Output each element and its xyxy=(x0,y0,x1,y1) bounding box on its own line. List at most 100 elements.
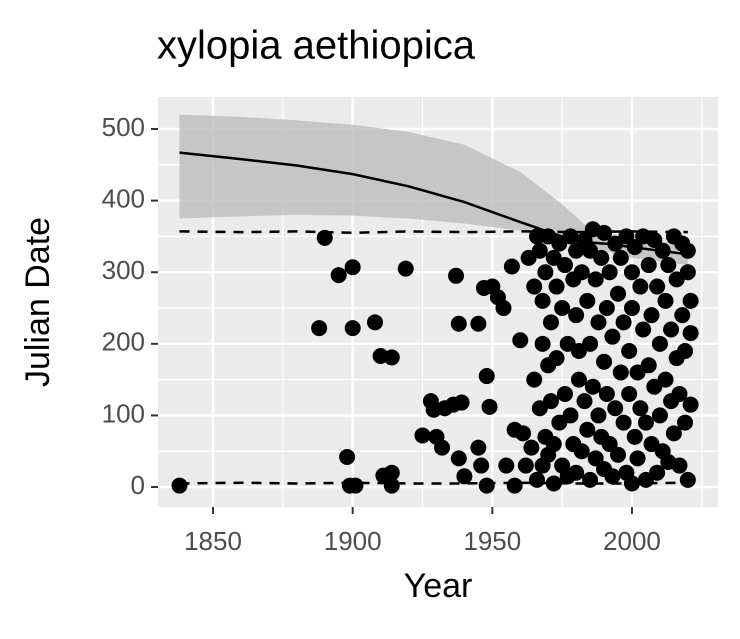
data-point xyxy=(473,457,490,474)
data-point xyxy=(517,457,534,474)
data-point xyxy=(554,300,571,317)
y-tick-label: 0 xyxy=(131,470,145,500)
data-point xyxy=(596,353,613,370)
data-point xyxy=(506,477,523,494)
data-point xyxy=(632,400,649,417)
data-point xyxy=(526,371,543,388)
data-point xyxy=(570,371,587,388)
y-tick-label: 500 xyxy=(102,112,145,142)
data-point xyxy=(456,468,473,485)
data-point xyxy=(397,260,414,277)
data-point xyxy=(601,264,618,281)
data-point xyxy=(615,414,632,431)
data-point xyxy=(637,414,654,431)
data-point xyxy=(610,285,627,302)
y-tick-label: 300 xyxy=(102,255,145,285)
data-point xyxy=(643,307,660,324)
data-point xyxy=(556,385,573,402)
data-point xyxy=(414,427,431,444)
data-point xyxy=(584,378,601,395)
data-point xyxy=(621,385,638,402)
data-point xyxy=(495,300,512,317)
data-point xyxy=(448,267,465,284)
data-point xyxy=(579,292,596,309)
data-point xyxy=(651,335,668,352)
data-point xyxy=(576,393,593,410)
quantile-line xyxy=(179,481,688,485)
data-point xyxy=(618,228,635,245)
data-point xyxy=(607,400,624,417)
data-point xyxy=(330,267,347,284)
data-point xyxy=(679,471,696,488)
data-point xyxy=(548,278,565,295)
data-point xyxy=(671,385,688,402)
data-point xyxy=(679,242,696,259)
data-point xyxy=(582,335,599,352)
y-tick-label: 400 xyxy=(102,183,145,213)
data-point xyxy=(649,278,666,295)
data-point xyxy=(640,357,657,374)
data-point xyxy=(579,421,596,438)
data-point xyxy=(587,271,604,288)
data-point xyxy=(503,258,520,275)
data-point xyxy=(612,249,629,266)
data-point xyxy=(568,307,585,324)
data-point xyxy=(450,450,467,467)
x-tick-label: 1900 xyxy=(324,526,382,556)
data-point xyxy=(367,314,384,331)
data-point xyxy=(562,407,579,424)
data-point xyxy=(582,471,599,488)
data-point xyxy=(651,407,668,424)
data-point xyxy=(347,477,364,494)
data-point xyxy=(596,224,613,241)
data-point xyxy=(545,475,562,492)
data-point xyxy=(660,257,677,274)
data-point xyxy=(383,349,400,366)
data-point xyxy=(344,320,361,337)
y-axis-title: Julian Date xyxy=(19,217,57,387)
data-point xyxy=(344,259,361,276)
data-point xyxy=(573,443,590,460)
data-point xyxy=(601,436,618,453)
data-point xyxy=(529,471,546,488)
data-point xyxy=(649,464,666,481)
data-point xyxy=(542,393,559,410)
data-point xyxy=(537,264,554,281)
data-point xyxy=(604,328,621,345)
data-point xyxy=(548,350,565,367)
data-point xyxy=(615,314,632,331)
data-point xyxy=(311,320,328,337)
data-point xyxy=(470,439,487,456)
data-point xyxy=(383,464,400,481)
x-tick-label: 1950 xyxy=(463,526,521,556)
data-point xyxy=(512,332,529,349)
data-point xyxy=(478,368,495,385)
data-point xyxy=(674,307,691,324)
data-point xyxy=(316,229,333,246)
data-point xyxy=(568,242,585,259)
data-point xyxy=(629,450,646,467)
data-point xyxy=(573,264,590,281)
x-tick-label: 1850 xyxy=(184,526,242,556)
data-point xyxy=(534,335,551,352)
data-point xyxy=(470,315,487,332)
data-point xyxy=(450,315,467,332)
x-axis-title: Year xyxy=(404,567,473,605)
data-point xyxy=(568,464,585,481)
data-point xyxy=(682,325,699,342)
data-point xyxy=(682,292,699,309)
data-point xyxy=(531,242,548,259)
data-point xyxy=(534,292,551,309)
data-point xyxy=(604,468,621,485)
data-point xyxy=(626,428,643,445)
data-point xyxy=(523,439,540,456)
data-point xyxy=(529,228,546,245)
data-point xyxy=(635,321,652,338)
data-point xyxy=(671,457,688,474)
data-point xyxy=(590,407,607,424)
data-point xyxy=(498,457,515,474)
data-point xyxy=(587,450,604,467)
data-point xyxy=(623,300,640,317)
